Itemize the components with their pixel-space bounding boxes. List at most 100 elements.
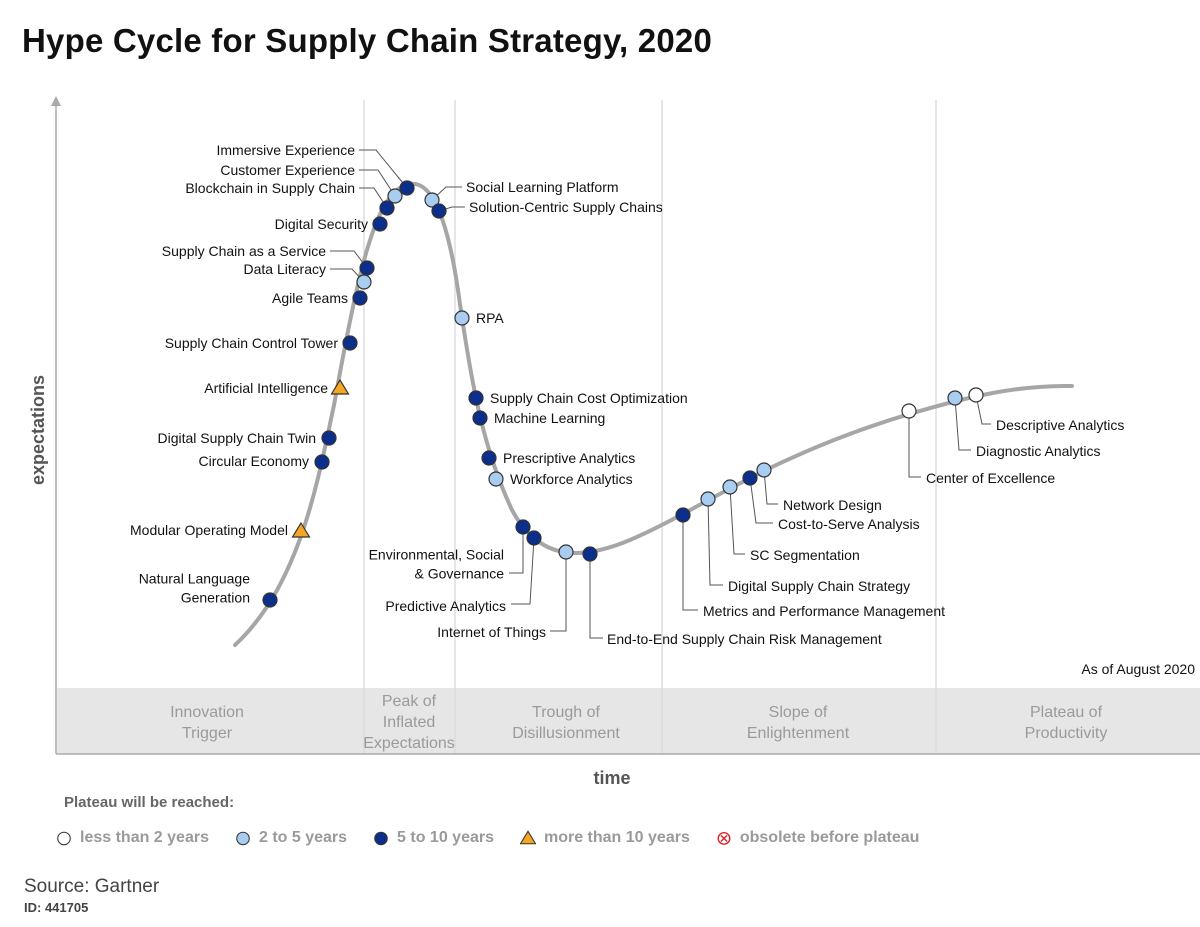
phase-label-slope-of-enlightenment: Slope of Enlightenment xyxy=(747,704,850,742)
legend-marker-2-to-5-years xyxy=(236,831,250,846)
legend-label: more than 10 years xyxy=(543,829,690,846)
marker-cost-to-serve-analysis xyxy=(742,470,758,486)
legend-symbol-5-to-10-years-icon xyxy=(374,831,388,846)
marker-agile-teams xyxy=(352,290,368,306)
legend-label: obsolete before plateau xyxy=(739,829,920,846)
marker-modular-operating-model xyxy=(291,521,311,538)
legend-item-5-to-10-years: 5 to 10 years xyxy=(373,829,494,847)
marker-digital-security xyxy=(372,216,388,232)
label-predictive-analytics: Predictive Analytics xyxy=(385,598,506,614)
label-center-of-excellence: Center of Excellence xyxy=(926,470,1055,486)
label-end-to-end-supply-chain-risk-management: End-to-End Supply Chain Risk Management xyxy=(607,631,882,647)
label-workforce-analytics: Workforce Analytics xyxy=(510,471,633,487)
leader-line-network-design xyxy=(763,469,778,505)
phase-label-peak-of-inflated-expectations: Peak of Inflated Expectations xyxy=(363,693,455,752)
marker-digital-supply-chain-strategy xyxy=(700,491,716,507)
leader-line-internet-of-things xyxy=(550,552,567,632)
y-axis-arrow xyxy=(51,96,61,106)
marker-prescriptive-analytics xyxy=(481,450,497,466)
leader-line-sc-segmentation xyxy=(729,486,745,555)
label-natural-language-generation: Natural Language Generation xyxy=(139,571,251,606)
marker-network-design xyxy=(756,462,772,478)
leader-line-descriptive-analytics xyxy=(975,394,991,425)
legend-label: less than 2 years xyxy=(80,829,209,846)
leader-line-immersive-experience xyxy=(359,149,408,189)
label-circular-economy: Circular Economy xyxy=(199,453,309,469)
label-cost-to-serve-analysis: Cost-to-Serve Analysis xyxy=(778,516,920,532)
label-network-design: Network Design xyxy=(783,497,882,513)
label-digital-security: Digital Security xyxy=(275,216,368,232)
marker-blockchain-in-supply-chain xyxy=(379,200,395,216)
label-agile-teams: Agile Teams xyxy=(272,290,348,306)
label-supply-chain-control-tower: Supply Chain Control Tower xyxy=(165,335,339,351)
label-metrics-and-performance-management: Metrics and Performance Management xyxy=(703,603,945,619)
marker-diagnostic-analytics xyxy=(947,390,963,406)
point-labels: Natural Language Generation Modular Operat… xyxy=(130,142,1124,647)
legend-symbol-2-to-5-years-icon xyxy=(236,831,250,846)
label-diagnostic-analytics: Diagnostic Analytics xyxy=(976,443,1101,459)
phase-label-innovation-trigger: Innovation Trigger xyxy=(170,704,244,742)
label-blockchain-in-supply-chain: Blockchain in Supply Chain xyxy=(185,180,355,196)
as-of-date: As of August 2020 xyxy=(1081,661,1195,677)
label-supply-chain-cost-optimization: Supply Chain Cost Optimization xyxy=(490,390,688,406)
phase-label-trough-of-disillusionment: Trough of Disillusionment xyxy=(512,704,620,742)
legend-label: 5 to 10 years xyxy=(397,829,494,846)
label-customer-experience: Customer Experience xyxy=(220,162,355,178)
document-id: ID: 441705 xyxy=(24,900,89,915)
marker-artificial-intelligence xyxy=(330,378,350,395)
leader-line-end-to-end-supply-chain-risk-management xyxy=(589,554,603,639)
label-machine-learning: Machine Learning xyxy=(494,410,605,426)
hype-curve xyxy=(233,181,1074,647)
y-axis-label: expectations xyxy=(28,375,48,485)
marker-social-learning-platform xyxy=(424,192,440,208)
label-sc-segmentation: SC Segmentation xyxy=(750,547,860,563)
phase-bands: Innovation Trigger Peak of Inflated Expectat… xyxy=(57,100,1200,754)
chart-title: Hype Cycle for Supply Chain Strategy, 20… xyxy=(22,22,713,59)
label-environmental-social-and-governance: Environmental, Social & Governance xyxy=(369,547,505,582)
leader-line-environmental-social-and-governance xyxy=(509,527,524,574)
legend-symbol-less-than-2-years-icon xyxy=(57,831,71,846)
legend-marker-5-to-10-years xyxy=(374,831,388,846)
phase-label-plateau-of-productivity: Plateau of Productivity xyxy=(1025,704,1108,742)
legend-item-2-to-5-years: 2 to 5 years xyxy=(235,829,347,847)
marker-predictive-analytics xyxy=(526,530,542,546)
leader-line-predictive-analytics xyxy=(511,537,535,605)
marker-internet-of-things xyxy=(558,544,574,560)
marker-sc-segmentation xyxy=(722,479,738,495)
marker-center-of-excellence xyxy=(901,403,917,419)
label-digital-supply-chain-strategy: Digital Supply Chain Strategy xyxy=(728,578,910,594)
label-digital-supply-chain-twin: Digital Supply Chain Twin xyxy=(158,430,317,446)
leader-line-cost-to-serve-analysis xyxy=(749,477,773,524)
marker-data-literacy xyxy=(356,274,372,290)
legend-symbol-more-than-10-years-icon xyxy=(519,830,536,845)
legend-marker-obsolete-before-plateau xyxy=(717,831,731,845)
marker-supply-chain-cost-optimization xyxy=(468,390,484,406)
legend-label: 2 to 5 years xyxy=(258,829,348,846)
leader-line-digital-supply-chain-strategy xyxy=(707,498,723,586)
leader-line-blockchain-in-supply-chain xyxy=(359,187,388,209)
marker-machine-learning xyxy=(472,410,488,426)
label-descriptive-analytics: Descriptive Analytics xyxy=(996,417,1124,433)
marker-customer-experience xyxy=(387,188,403,204)
label-rpa: RPA xyxy=(476,310,504,326)
phase-band-background xyxy=(57,688,1200,754)
legend-item-more-than-10-years: more than 10 years xyxy=(519,829,690,847)
legend-item-less-than-2-years: less than 2 years xyxy=(56,829,209,847)
label-supply-chain-as-a-service: Supply Chain as a Service xyxy=(162,243,326,259)
label-artificial-intelligence: Artificial Intelligence xyxy=(204,380,328,396)
marker-workforce-analytics xyxy=(488,471,504,487)
label-modular-operating-model: Modular Operating Model xyxy=(130,522,288,538)
label-data-literacy: Data Literacy xyxy=(244,261,326,277)
marker-end-to-end-supply-chain-risk-management xyxy=(582,546,598,562)
marker-supply-chain-as-a-service xyxy=(359,260,375,276)
label-internet-of-things: Internet of Things xyxy=(437,624,546,640)
marker-natural-language-generation xyxy=(262,592,278,608)
legend: less than 2 years 2 to 5 years 5 to 10 yea… xyxy=(56,829,945,847)
legend-item-obsolete-before-plateau: obsolete before plateau xyxy=(716,829,920,847)
hype-curve-group xyxy=(233,181,1074,647)
marker-supply-chain-control-tower xyxy=(342,335,358,351)
source-text: Source: Gartner xyxy=(24,876,160,897)
data-points xyxy=(262,180,984,608)
x-axis-label: time xyxy=(593,768,630,788)
marker-metrics-and-performance-management xyxy=(675,507,691,523)
